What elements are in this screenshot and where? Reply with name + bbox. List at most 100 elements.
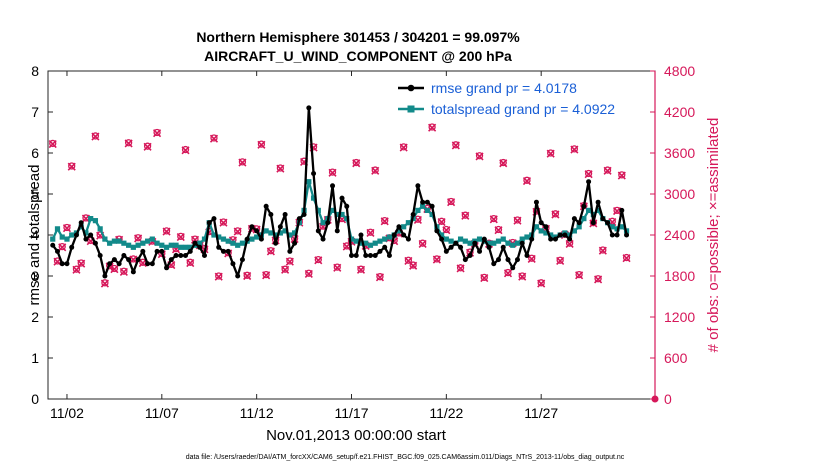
- obs-assimilated-point: [91, 132, 100, 141]
- spread-point: [135, 242, 141, 248]
- spread-point: [486, 240, 492, 246]
- y-tick-label: 3: [31, 268, 39, 284]
- obs-assimilated-point: [575, 271, 584, 280]
- rmse-point: [491, 261, 497, 267]
- obs-assimilated-point: [480, 273, 489, 283]
- spread-point: [126, 242, 132, 248]
- spread-point: [595, 207, 601, 213]
- obs-possible-point: [480, 273, 488, 282]
- obs-possible-point: [68, 162, 76, 170]
- obs-assimilated-point: [380, 217, 389, 226]
- obs-possible-point: [143, 142, 152, 150]
- spread-point: [268, 230, 274, 236]
- obs-possible-point: [314, 255, 322, 264]
- obs-possible-point: [409, 261, 417, 269]
- rmse-point: [306, 105, 312, 111]
- spread-point: [363, 240, 369, 246]
- spread-point: [69, 232, 75, 238]
- obs-possible-point: [442, 225, 450, 234]
- rmse-point: [571, 216, 577, 222]
- rmse-point: [462, 257, 468, 263]
- y-tick-label: 8: [31, 63, 39, 79]
- y-tick-label: 6: [31, 145, 39, 161]
- y-axis-right-label: # of obs: o=possible; ×=assimilated: [705, 118, 722, 353]
- obs-possible-point: [134, 234, 142, 242]
- obs-possible-point: [177, 232, 185, 241]
- axes-group: 0 1 2 3 4 5 6 7 8 0 600 1200 1800 2400 3000 3600 4200 480…: [31, 63, 695, 421]
- obs-possible-point: [404, 256, 413, 264]
- rmse-point: [372, 253, 378, 258]
- obs-assimilated-point: [214, 272, 223, 281]
- spread-point: [396, 228, 402, 234]
- spread-point: [543, 230, 549, 236]
- obs-assimilated-point: [556, 256, 565, 266]
- y-right-tick-label: 3600: [664, 145, 695, 161]
- y-right-tick-label: 2400: [664, 227, 695, 243]
- rmse-point: [334, 228, 340, 234]
- obs-assimilated-point: [489, 215, 498, 224]
- rmse-point: [595, 199, 601, 205]
- obs-possible-point: [537, 279, 545, 287]
- rmse-point: [543, 224, 549, 230]
- rmse-point: [548, 236, 554, 242]
- obs-assimilated-point: [513, 216, 522, 225]
- chart-subtitle: AIRCRAFT_U_WIND_COMPONENT @ 200 hPa: [204, 48, 512, 64]
- spread-point: [439, 232, 445, 238]
- spread-point: [291, 230, 298, 236]
- spread-point: [415, 207, 421, 213]
- spread-point: [211, 232, 217, 238]
- obs-possible-point: [570, 145, 579, 153]
- y-right-tick-label: 1800: [664, 268, 695, 284]
- rmse-point: [581, 203, 587, 209]
- rmse-point: [282, 212, 288, 217]
- rmse-point: [83, 236, 89, 242]
- y-right-tick-label: 4800: [664, 63, 695, 79]
- rmse-point: [439, 236, 445, 242]
- obs-assimilated-point: [219, 218, 228, 227]
- obs-assimilated-point: [129, 255, 138, 264]
- obs-possible-point: [257, 140, 266, 148]
- obs-possible-point: [276, 164, 285, 172]
- legend-rmse-label: rmse grand pr = 4.0178: [431, 80, 577, 96]
- rmse-point: [311, 171, 317, 176]
- rmse-point: [453, 240, 459, 246]
- rmse-point: [301, 212, 307, 217]
- rmse-point: [116, 261, 122, 267]
- obs-possible-point: [599, 246, 607, 254]
- rmse-point: [443, 248, 449, 254]
- spread-point: [320, 220, 326, 226]
- obs-possible-point: [475, 152, 484, 160]
- y-tick-label: 2: [31, 309, 39, 325]
- rmse-point: [353, 253, 359, 258]
- obs-assimilated-point: [186, 258, 195, 268]
- spread-point: [329, 207, 336, 213]
- rmse-point: [552, 236, 558, 242]
- obs-assimilated-point: [584, 170, 593, 179]
- rmse-point: [562, 232, 568, 238]
- y-right-tick-label: 1200: [664, 309, 695, 325]
- obs-possible-point: [328, 168, 337, 176]
- obs-possible-point: [523, 176, 531, 184]
- rmse-point: [396, 224, 402, 230]
- rmse-point: [183, 253, 189, 258]
- obs-possible-point: [603, 166, 612, 174]
- rmse-point: [386, 253, 392, 258]
- spread-point: [216, 234, 222, 240]
- spread-point: [548, 232, 554, 238]
- rmse-point: [415, 183, 421, 189]
- rmse-point: [187, 248, 193, 254]
- obs-possible-point: [504, 268, 512, 277]
- spread-point: [334, 211, 340, 218]
- obs-possible-point: [547, 149, 555, 157]
- obs-possible-point: [400, 143, 408, 151]
- obs-possible-point: [120, 267, 128, 275]
- rmse-point: [230, 261, 236, 267]
- obs-assimilated-point: [181, 146, 190, 155]
- rmse-point: [197, 244, 203, 250]
- spread-point: [306, 179, 312, 185]
- rmse-point: [429, 203, 435, 209]
- spread-point: [372, 240, 378, 246]
- spread-point: [457, 236, 464, 242]
- spread-point: [401, 224, 407, 230]
- obs-assimilated-point: [371, 166, 380, 175]
